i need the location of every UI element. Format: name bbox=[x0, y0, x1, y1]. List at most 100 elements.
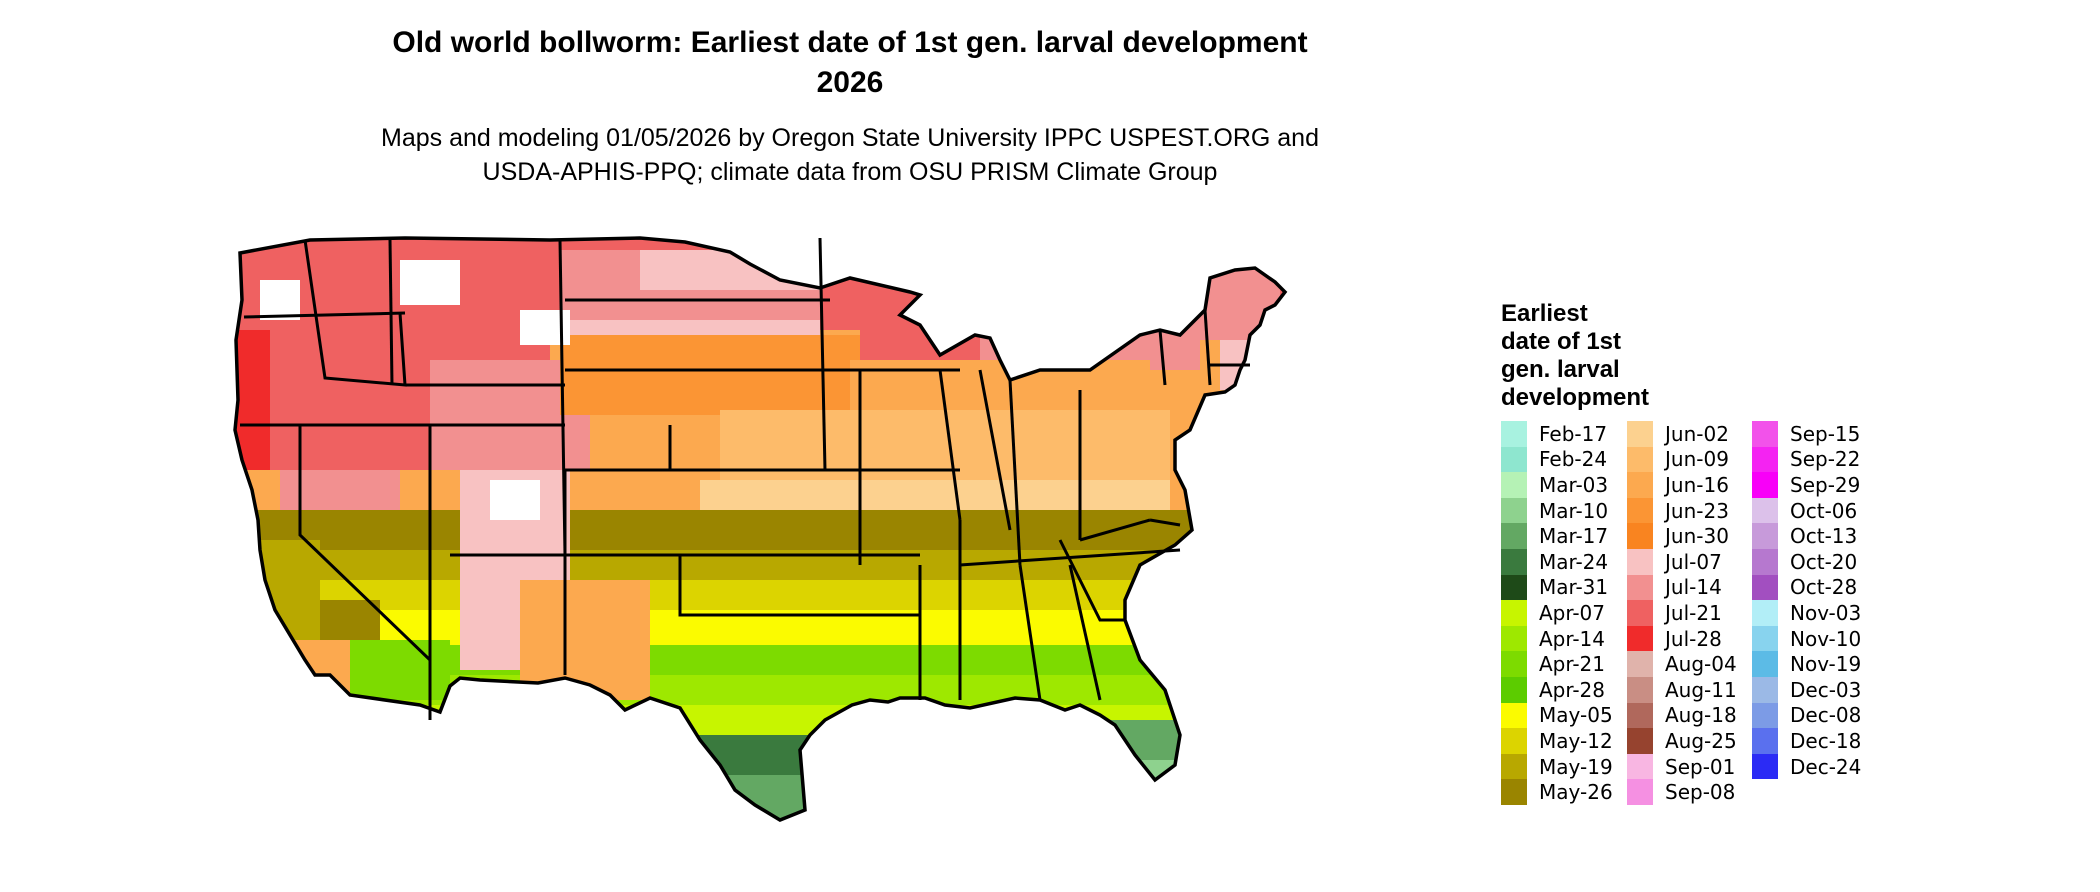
legend-item: May-19 bbox=[1501, 753, 1613, 780]
legend-label: Aug-25 bbox=[1665, 728, 1737, 753]
legend-label: Jul-14 bbox=[1665, 575, 1722, 600]
legend-item: Apr-07 bbox=[1501, 600, 1605, 626]
legend-label: Dec-08 bbox=[1790, 703, 1862, 728]
legend-label: Jun-02 bbox=[1665, 421, 1729, 446]
legend-title: Earliest date of 1st gen. larval develop… bbox=[1501, 300, 1649, 412]
legend-label: Jul-07 bbox=[1665, 549, 1722, 574]
legend-item: Mar-31 bbox=[1501, 574, 1609, 601]
legend-swatch bbox=[1627, 549, 1653, 575]
legend-label: Apr-21 bbox=[1539, 652, 1605, 677]
legend-swatch bbox=[1501, 779, 1527, 805]
legend-item: Nov-10 bbox=[1752, 625, 1862, 652]
legend-swatch bbox=[1501, 651, 1527, 677]
legend-title-line: development bbox=[1501, 384, 1650, 411]
legend-swatch bbox=[1752, 753, 1778, 780]
legend-item: May-05 bbox=[1501, 702, 1613, 729]
legend-item: Oct-06 bbox=[1752, 497, 1858, 524]
legend-label: Feb-17 bbox=[1539, 421, 1608, 446]
legend-item: Jul-28 bbox=[1627, 625, 1722, 652]
legend-swatch bbox=[1501, 472, 1527, 498]
legend-item: Aug-18 bbox=[1627, 702, 1737, 729]
legend-label: Sep-15 bbox=[1790, 421, 1861, 446]
legend-swatch bbox=[1752, 702, 1778, 729]
legend-label: May-12 bbox=[1539, 728, 1613, 753]
legend-label: Apr-14 bbox=[1539, 626, 1605, 651]
legend-swatch bbox=[1627, 523, 1653, 549]
legend-item: Jun-02 bbox=[1627, 421, 1729, 447]
legend-swatch bbox=[1627, 497, 1653, 524]
legend-item: Nov-19 bbox=[1752, 651, 1861, 677]
legend-item: Sep-29 bbox=[1752, 472, 1860, 498]
legend-label: Jul-21 bbox=[1665, 600, 1722, 625]
legend-label: May-05 bbox=[1539, 703, 1613, 728]
legend-label: Oct-28 bbox=[1790, 575, 1858, 600]
legend-swatch bbox=[1752, 446, 1778, 473]
legend-label: Mar-24 bbox=[1539, 549, 1609, 574]
legend-label: Aug-04 bbox=[1665, 652, 1737, 677]
legend-swatch bbox=[1627, 421, 1653, 447]
legend-label: May-19 bbox=[1539, 754, 1613, 779]
legend-item: Feb-17 bbox=[1501, 421, 1607, 447]
legend-label: Jun-16 bbox=[1665, 472, 1729, 497]
legend-item: Apr-28 bbox=[1501, 677, 1605, 703]
legend-swatch bbox=[1501, 728, 1527, 754]
legend-item: Feb-24 bbox=[1501, 446, 1608, 473]
legend-item: Jun-16 bbox=[1627, 472, 1729, 498]
legend-swatch bbox=[1501, 625, 1527, 652]
legend-label: Dec-24 bbox=[1790, 754, 1862, 779]
legend-item: Oct-13 bbox=[1752, 523, 1857, 549]
legend-swatch bbox=[1627, 446, 1653, 473]
map-subtitle-line2: USDA-APHIS-PPQ; climate data from OSU PR… bbox=[482, 158, 1218, 186]
legend-item: Aug-11 bbox=[1627, 677, 1737, 703]
legend-swatch bbox=[1627, 472, 1653, 498]
legend-swatch bbox=[1501, 753, 1527, 780]
legend-item: Dec-18 bbox=[1752, 728, 1861, 754]
legend-swatch bbox=[1501, 574, 1527, 601]
legend-swatch bbox=[1501, 523, 1527, 549]
legend-title-line: gen. larval bbox=[1501, 356, 1620, 383]
legend-swatch bbox=[1752, 523, 1778, 549]
legend-item: Aug-04 bbox=[1627, 651, 1737, 677]
legend-item: Mar-24 bbox=[1501, 549, 1608, 575]
map-subtitle-line1: Maps and modeling 01/05/2026 by Oregon S… bbox=[381, 124, 1319, 152]
legend-item: Aug-25 bbox=[1627, 728, 1737, 754]
legend-label: Sep-01 bbox=[1665, 754, 1736, 779]
legend-label: Jun-09 bbox=[1665, 447, 1729, 472]
legend-swatch bbox=[1627, 677, 1653, 703]
legend-swatch bbox=[1501, 497, 1527, 524]
legend-label: Oct-06 bbox=[1790, 498, 1858, 523]
legend-item: Sep-15 bbox=[1752, 421, 1860, 447]
map-title-year: 2026 bbox=[816, 66, 884, 99]
legend-label: Nov-03 bbox=[1790, 600, 1862, 625]
legend-swatch bbox=[1752, 600, 1778, 626]
legend-label: Mar-31 bbox=[1539, 575, 1609, 600]
legend-label: Feb-24 bbox=[1539, 447, 1608, 472]
legend-item: Sep-01 bbox=[1627, 753, 1736, 780]
legend-label: Mar-03 bbox=[1539, 472, 1609, 497]
legend-swatch bbox=[1627, 600, 1653, 626]
legend-swatch bbox=[1627, 779, 1653, 805]
legend-swatch bbox=[1627, 574, 1653, 601]
legend-swatch bbox=[1752, 728, 1778, 754]
legend-label: Nov-10 bbox=[1790, 626, 1862, 651]
legend-swatch bbox=[1501, 702, 1527, 729]
legend-item: Sep-08 bbox=[1627, 779, 1735, 805]
legend-label: Aug-18 bbox=[1665, 703, 1737, 728]
legend-label: Jun-30 bbox=[1665, 524, 1729, 549]
legend-swatch bbox=[1501, 600, 1527, 626]
legend-item: Sep-22 bbox=[1752, 446, 1861, 473]
legend-label: Dec-03 bbox=[1790, 677, 1862, 702]
legend-label: Sep-22 bbox=[1790, 447, 1861, 472]
legend-label: Aug-11 bbox=[1665, 677, 1737, 702]
legend-swatch bbox=[1752, 472, 1778, 498]
legend-swatch bbox=[1501, 421, 1527, 447]
legend-swatch bbox=[1627, 753, 1653, 780]
legend-item: Mar-17 bbox=[1501, 523, 1608, 549]
legend-item: Jun-30 bbox=[1627, 523, 1729, 549]
legend-item: Mar-10 bbox=[1501, 497, 1608, 524]
legend-swatch bbox=[1752, 651, 1778, 677]
legend-swatch bbox=[1501, 446, 1527, 473]
legend-item: Jun-23 bbox=[1627, 497, 1729, 524]
legend-swatch bbox=[1501, 677, 1527, 703]
legend-item: Oct-28 bbox=[1752, 574, 1858, 601]
